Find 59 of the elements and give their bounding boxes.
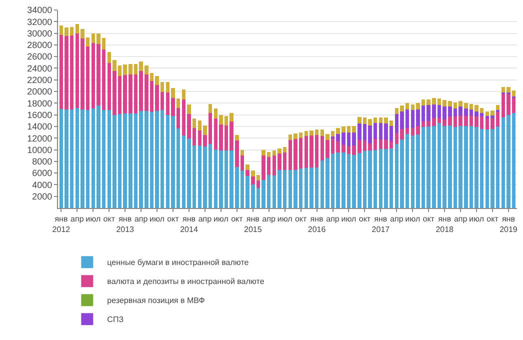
x-tick-label: июл xyxy=(213,214,229,224)
x-tick-label: янв 2017 xyxy=(372,214,390,234)
y-tick-label: 20000 xyxy=(27,86,52,97)
y-tick-label: 8000 xyxy=(32,156,52,167)
bar xyxy=(246,164,250,170)
bar xyxy=(208,104,212,114)
bar xyxy=(187,104,191,114)
x-tick-label: июл xyxy=(277,214,293,224)
x-tick-label: июл xyxy=(341,214,357,224)
x-tick-label: апр xyxy=(262,214,276,224)
x-tick-label: апр xyxy=(134,214,148,224)
bar xyxy=(235,135,239,140)
y-tick-label: 18000 xyxy=(27,98,52,108)
x-tick-label: окт xyxy=(358,214,371,224)
x-tick-label: июл xyxy=(86,214,101,224)
x-tick-label: апр xyxy=(454,214,468,224)
legend-label: валюта и депозиты в иностранной валюте xyxy=(107,277,265,286)
bar xyxy=(176,98,180,108)
y-tick-label: 26000 xyxy=(27,52,52,62)
y-tick-label: 14000 xyxy=(27,122,52,132)
x-tick-label: июл xyxy=(405,214,420,224)
x-tick-label: окт xyxy=(103,214,116,224)
y-tick-label: 34000 xyxy=(27,5,52,16)
legend-label: резервная позиция в МВФ xyxy=(107,296,205,306)
x-tick-label: апр xyxy=(70,214,84,224)
x-tick-label: окт xyxy=(231,214,244,224)
x-tick-label: июл xyxy=(150,214,165,224)
x-tick-label: янв 2015 xyxy=(244,214,262,234)
bar xyxy=(192,118,196,128)
x-tick-label: янв 2012 xyxy=(52,214,71,234)
bar xyxy=(496,105,500,110)
x-tick-label: окт xyxy=(422,214,435,224)
x-tick-label: окт xyxy=(486,214,499,224)
x-tick-label: янв 2016 xyxy=(308,214,326,234)
y-tick-label: 32000 xyxy=(27,16,52,27)
y-tick-label: 12000 xyxy=(27,133,52,144)
x-tick-label: окт xyxy=(294,214,307,224)
y-tick-label: 6000 xyxy=(32,168,52,178)
y-tick-label: 24000 xyxy=(27,63,52,74)
y-tick-label: 28000 xyxy=(27,40,52,50)
legend-label: ценные бумаги в иностранной валюте xyxy=(107,258,250,268)
legend-label: СПЗ xyxy=(107,315,124,324)
x-tick-label: янв 2014 xyxy=(180,214,198,234)
x-tick-label: апр xyxy=(198,214,212,224)
y-tick-label: 16000 xyxy=(27,110,52,120)
y-tick-label: 4000 xyxy=(32,180,52,190)
bar xyxy=(240,150,244,156)
x-tick-label: июл xyxy=(469,214,484,224)
y-tick-label: 22000 xyxy=(27,75,52,86)
x-tick-label: янв 2018 xyxy=(436,214,454,234)
y-tick-label: 10000 xyxy=(27,144,52,155)
y-tick-label: 2000 xyxy=(32,192,52,202)
x-tick-label: апр xyxy=(390,214,404,224)
x-tick-label: окт xyxy=(167,214,180,224)
x-tick-label: янв 2013 xyxy=(116,214,135,234)
bar xyxy=(182,89,186,100)
x-tick-label: апр xyxy=(326,214,340,224)
x-tick-label: янв 2019 xyxy=(500,214,518,234)
y-tick-label: 30000 xyxy=(27,28,52,38)
